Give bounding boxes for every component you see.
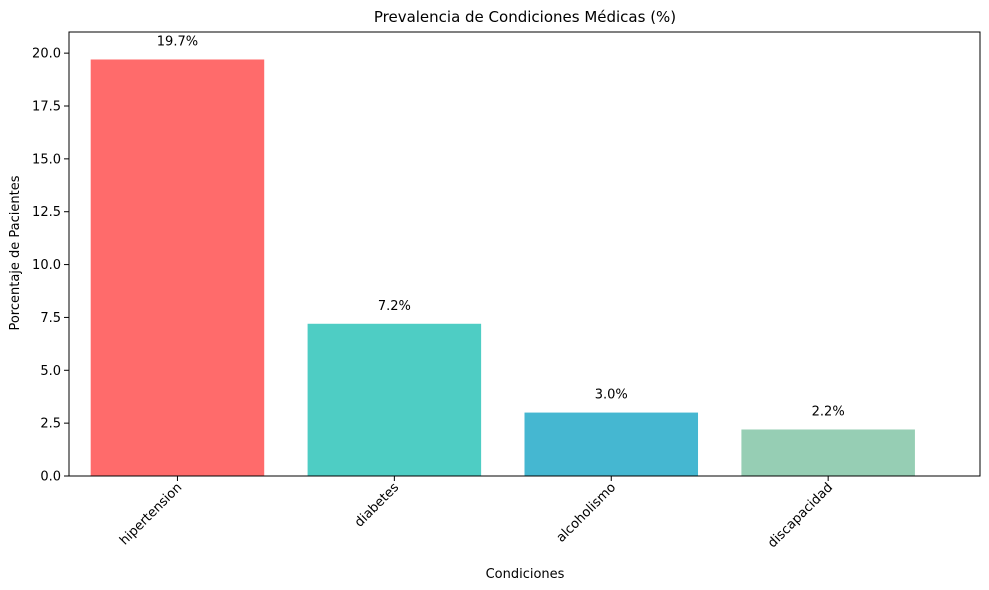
y-tick-label: 17.5 (32, 100, 61, 115)
x-axis-label: Condiciones (486, 567, 565, 582)
data-label-discapacidad: 2.2% (812, 404, 845, 419)
y-tick-label: 12.5 (32, 205, 61, 220)
plot-area: 19.7% 7.2% 3.0% 2.2% 0.0 2.5 5.0 7.5 10.0 12.5 15.… (32, 31, 981, 551)
x-tick-label-hipertension: hipertension (117, 480, 185, 548)
y-tick-label: 15.0 (32, 152, 61, 167)
x-tick-label-alcoholismo: alcoholismo (554, 480, 619, 545)
data-label-alcoholismo: 3.0% (595, 388, 628, 403)
x-tick-label-discapacidad: discapacidad (765, 480, 836, 551)
y-tick-label: 0.0 (40, 470, 61, 485)
y-axis-label: Porcentaje de Pacientes (8, 175, 23, 330)
y-tick-label: 2.5 (40, 417, 61, 432)
chart-title: Prevalencia de Condiciones Médicas (%) (374, 8, 676, 26)
bar-alcoholismo (524, 412, 699, 476)
y-tick-label: 7.5 (40, 311, 61, 326)
axes-frame (68, 31, 981, 477)
y-tick-label: 10.0 (32, 258, 61, 273)
data-label-hipertension: 19.7% (157, 34, 198, 49)
y-tick-label: 5.0 (40, 364, 61, 379)
y-tick-label: 20.0 (32, 47, 61, 62)
bar-diabetes (307, 323, 482, 476)
bar-hipertension (90, 59, 265, 476)
bar-discapacidad (741, 429, 915, 476)
x-tick-label-diabetes: diabetes (352, 480, 402, 530)
data-label-diabetes: 7.2% (378, 299, 411, 314)
